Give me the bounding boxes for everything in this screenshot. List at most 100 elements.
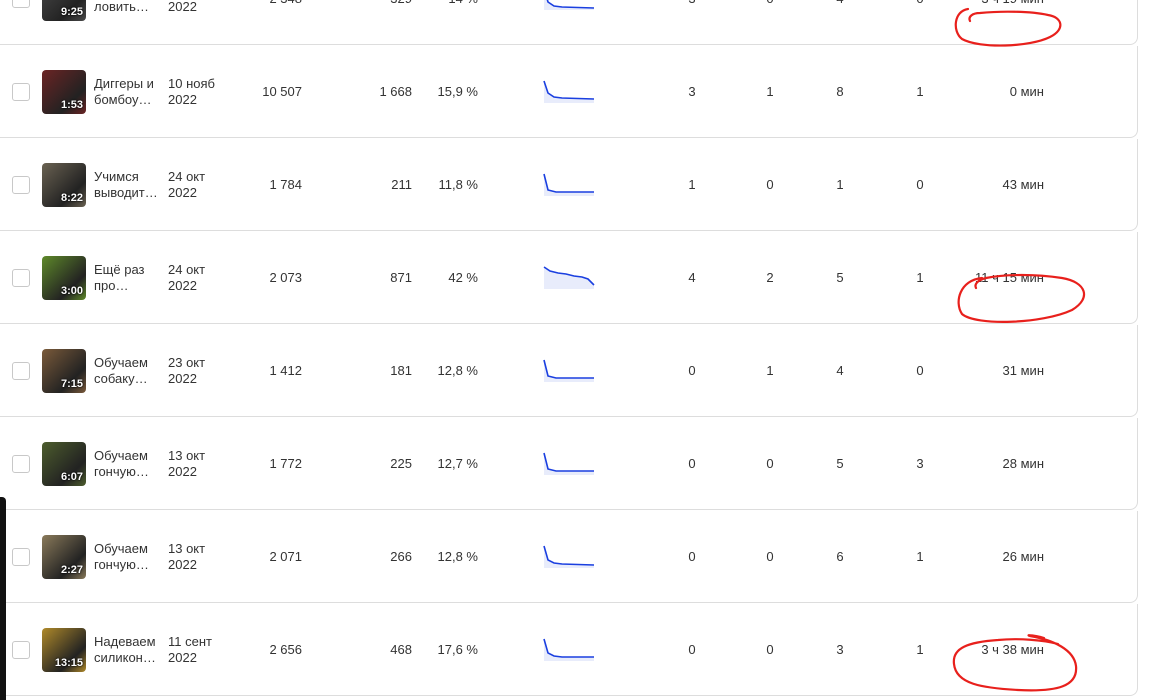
row-checkbox[interactable] [12,547,30,566]
video-duration: 13:15 [54,656,83,669]
publish-date-day: 11 сент [168,633,212,649]
video-title[interactable]: Обучаем гончую… [94,448,160,480]
video-duration: 1:53 [60,98,83,111]
subs-value: 1 668 [379,83,412,99]
publish-date: 24 окт 2022 [168,169,228,201]
publish-date-year: 2022 [168,556,197,572]
views-value: 2 656 [269,641,302,657]
publish-date-year: 2022 [168,91,197,107]
video-thumbnail[interactable]: 1:53 [42,69,86,114]
publish-date: 13 окт 2022 [168,448,228,480]
row-checkbox[interactable] [12,268,30,287]
percent-value: 11,8 % [438,176,478,192]
count-1-value: 1 [688,176,696,192]
retention-sparkline [543,545,595,568]
row-checkbox[interactable] [12,175,30,194]
video-title[interactable]: Обучаем гончую… [94,541,160,573]
percent-value: 12,8 % [437,362,478,378]
subs-value: 181 [390,362,412,378]
count-2-value: 1 [766,362,774,378]
row-checkbox[interactable] [12,0,30,8]
publish-date-day: 24 окт [168,168,206,184]
retention-sparkline [543,638,594,661]
video-title-line: Диггеры и [94,75,154,91]
publish-date-day: 13 окт [168,540,206,556]
retention-sparkline [543,265,595,289]
publish-date: 23 окт 2022 [168,355,228,387]
count-3-value: 4 [828,0,852,7]
percent-value: 12,7 % [437,455,478,471]
video-duration: 9:25 [60,5,83,18]
video-duration: 3:00 [60,284,83,297]
count-4-value: 0 [916,362,924,378]
table-row[interactable]: 13:15 Надеваем силикон… 11 сент 2022 2 656 468… [0,604,1138,696]
retention-sparkline [543,173,594,196]
watch-time-value: 26 мин [1002,548,1044,564]
retention-sparkline [544,0,595,10]
table-row[interactable]: 6:07 Обучаем гончую… 13 окт 2022 1 772 225 12,7… [0,418,1138,510]
table-row[interactable]: 8:22 Учимся выводит… 24 окт 2022 1 784 211 11,8… [0,139,1138,231]
row-checkbox[interactable] [12,361,30,380]
subs-value: 329 [340,0,412,7]
row-checkbox[interactable] [12,82,30,101]
retention-sparkline [543,359,594,382]
row-checkbox[interactable] [12,640,30,659]
table-row[interactable]: 3:00 Ещё раз про… 24 окт 2022 2 073 871 42 % 4 2 5… [0,232,1138,324]
table-row[interactable]: 1:53 Диггеры и бомбоу… 10 нояб 2022 10 507 1 6… [0,46,1138,138]
count-3-value: 4 [836,362,844,378]
count-3-value: 5 [836,269,844,285]
count-4-value: 1 [916,641,924,657]
count-4-value: 0 [908,0,932,7]
video-thumbnail[interactable]: 7:15 [42,348,86,393]
publish-date: 11 сент 2022 [168,634,228,666]
watch-time-value: 43 мин [1002,176,1044,192]
publish-date-year: 2022 [168,0,197,14]
video-title[interactable]: Учимся выводит… [94,169,160,201]
publish-date: 24 окт 2022 [168,262,228,294]
retention-sparkline [543,452,594,475]
video-duration: 7:15 [60,377,83,390]
video-thumbnail[interactable]: 3:00 [42,255,86,300]
views-value: 1 412 [269,362,302,378]
video-thumbnail[interactable]: 2:27 [42,534,86,579]
video-title-line: Учимся [94,168,139,184]
views-value: 2 348 [230,0,302,7]
watch-time-value: 3 ч 38 мин [981,641,1044,657]
row-checkbox[interactable] [12,454,30,473]
count-2-value: 1 [766,83,774,99]
publish-date: 13 окт 2022 [168,541,228,573]
table-row[interactable]: 9:25 Какловить… 23 нояб20222 348 32914 % 3 0 4… [0,0,1138,45]
publish-date-year: 2022 [168,277,197,293]
count-2-value: 0 [766,641,774,657]
views-value: 1 772 [269,455,302,471]
percent-value: 15,9 % [437,83,478,99]
percent-value: 42 % [448,269,478,285]
video-title[interactable]: Какловить… [94,0,160,15]
video-title[interactable]: Диггеры и бомбоу… [94,76,160,108]
subs-value: 871 [390,269,412,285]
retention-sparkline [543,80,595,103]
publish-date-year: 2022 [168,370,197,386]
video-title[interactable]: Надеваем силикон… [94,634,160,666]
subs-value: 225 [390,455,412,471]
table-row[interactable]: 2:27 Обучаем гончую… 13 окт 2022 2 071 266 12,8… [0,511,1138,603]
count-3-value: 6 [836,548,844,564]
count-4-value: 1 [916,548,924,564]
count-1-value: 0 [688,362,696,378]
video-thumbnail[interactable]: 9:25 [42,0,86,21]
video-thumbnail[interactable]: 6:07 [42,441,86,486]
video-thumbnail[interactable]: 13:15 [42,627,86,672]
video-title-line: бомбоу… [94,91,152,107]
subs-value: 266 [390,548,412,564]
publish-date-year: 2022 [168,463,197,479]
video-title[interactable]: Обучаем собаку… [94,355,160,387]
count-4-value: 0 [916,176,924,192]
publish-date-day: 23 окт [168,354,206,370]
percent-value: 14 % [410,0,478,7]
video-duration: 2:27 [60,563,83,576]
video-title-line: Ещё раз [94,261,145,277]
video-thumbnail[interactable]: 8:22 [42,162,86,207]
table-row[interactable]: 7:15 Обучаем собаку… 23 окт 2022 1 412 181 12,8… [0,325,1138,417]
video-title[interactable]: Ещё раз про… [94,262,160,294]
